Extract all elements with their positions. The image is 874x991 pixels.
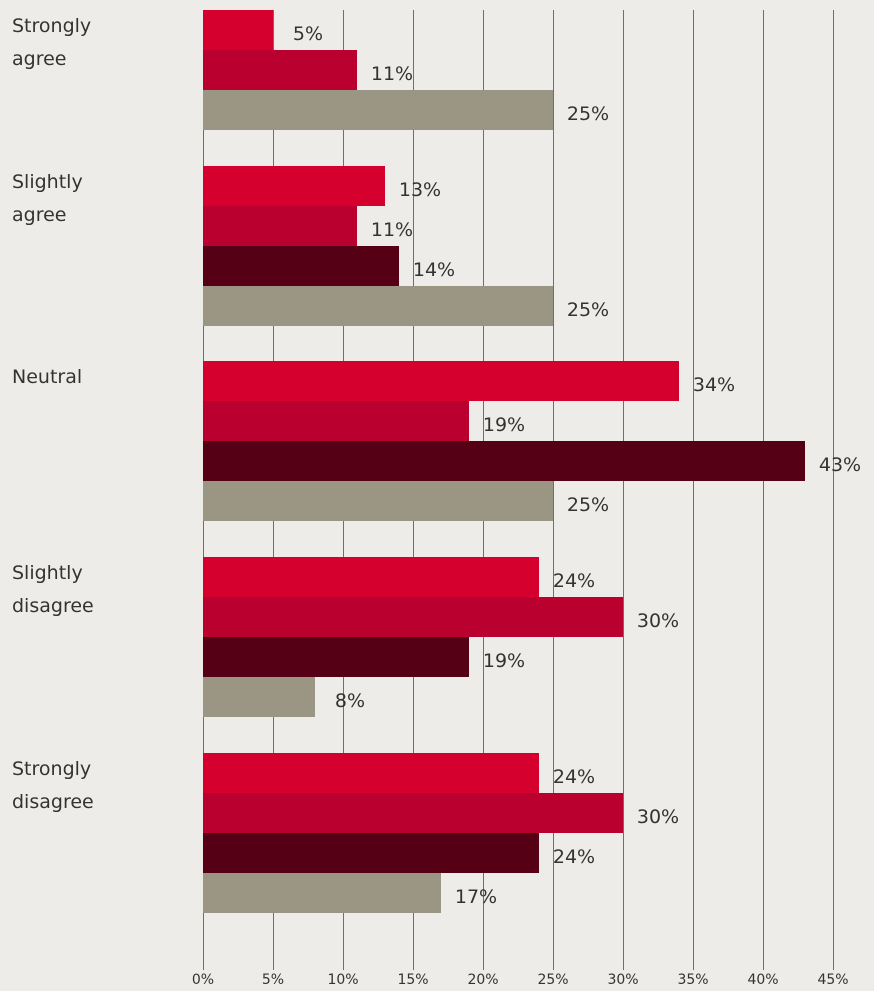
bar xyxy=(203,833,539,873)
category-labels: Strongly agree Slightly agree Neutral Slightl… xyxy=(12,15,94,813)
value-labels: 5%11%25%13%11%14%25%34%19%43%25%24%30%19… xyxy=(293,23,861,908)
bar-value-label: 34% xyxy=(693,374,735,396)
bar-value-label: 24% xyxy=(553,766,595,788)
bar-value-label: 17% xyxy=(455,886,497,908)
category-label: agree xyxy=(12,48,66,70)
bar-value-label: 11% xyxy=(371,63,413,85)
bar-value-label: 24% xyxy=(553,846,595,868)
x-tick-label: 35% xyxy=(677,972,708,988)
category-label: Slightly xyxy=(12,562,83,584)
bar-value-label: 25% xyxy=(567,494,609,516)
bar-value-label: 25% xyxy=(567,103,609,125)
bar xyxy=(203,481,553,521)
bar xyxy=(203,753,539,793)
x-tick-label: 40% xyxy=(747,972,778,988)
bar-value-label: 43% xyxy=(819,454,861,476)
bar xyxy=(203,361,679,401)
category-label: Strongly xyxy=(12,15,91,37)
bar xyxy=(203,90,553,130)
bar xyxy=(203,873,441,913)
x-tick-label: 45% xyxy=(817,972,848,988)
x-tick-label: 25% xyxy=(537,972,568,988)
bar xyxy=(203,793,623,833)
x-tick-label: 0% xyxy=(192,972,214,988)
x-tick-label: 5% xyxy=(262,972,284,988)
bar xyxy=(203,441,805,481)
x-axis-tick-labels: 0% 5% 10% 15% 20% 25% 30% 35% 40% 45% xyxy=(192,972,849,988)
category-label: agree xyxy=(12,204,66,226)
bar xyxy=(203,166,385,206)
bar-value-label: 30% xyxy=(637,610,679,632)
bar-value-label: 13% xyxy=(399,179,441,201)
x-tick-label: 20% xyxy=(467,972,498,988)
bar xyxy=(203,246,399,286)
x-tick-label: 15% xyxy=(397,972,428,988)
category-label: Neutral xyxy=(12,366,82,388)
bar xyxy=(203,50,357,90)
x-tick-label: 10% xyxy=(327,972,358,988)
bar-value-label: 19% xyxy=(483,650,525,672)
bar xyxy=(203,557,539,597)
bar-value-label: 25% xyxy=(567,299,609,321)
category-label: disagree xyxy=(12,791,94,813)
category-label: Strongly xyxy=(12,758,91,780)
bar-value-label: 19% xyxy=(483,414,525,436)
bar-value-label: 30% xyxy=(637,806,679,828)
bar-value-label: 5% xyxy=(293,23,323,45)
bar xyxy=(203,206,357,246)
category-label: disagree xyxy=(12,595,94,617)
bar-value-label: 24% xyxy=(553,570,595,592)
bar xyxy=(203,286,553,326)
bar xyxy=(203,10,273,50)
bar-value-label: 14% xyxy=(413,259,455,281)
x-tick-label: 30% xyxy=(607,972,638,988)
bar-value-label: 8% xyxy=(335,690,365,712)
category-label: Slightly xyxy=(12,171,83,193)
bar xyxy=(203,401,469,441)
bar xyxy=(203,637,469,677)
bars xyxy=(203,10,805,913)
bar xyxy=(203,597,623,637)
bar-value-label: 11% xyxy=(371,219,413,241)
bar xyxy=(203,677,315,717)
